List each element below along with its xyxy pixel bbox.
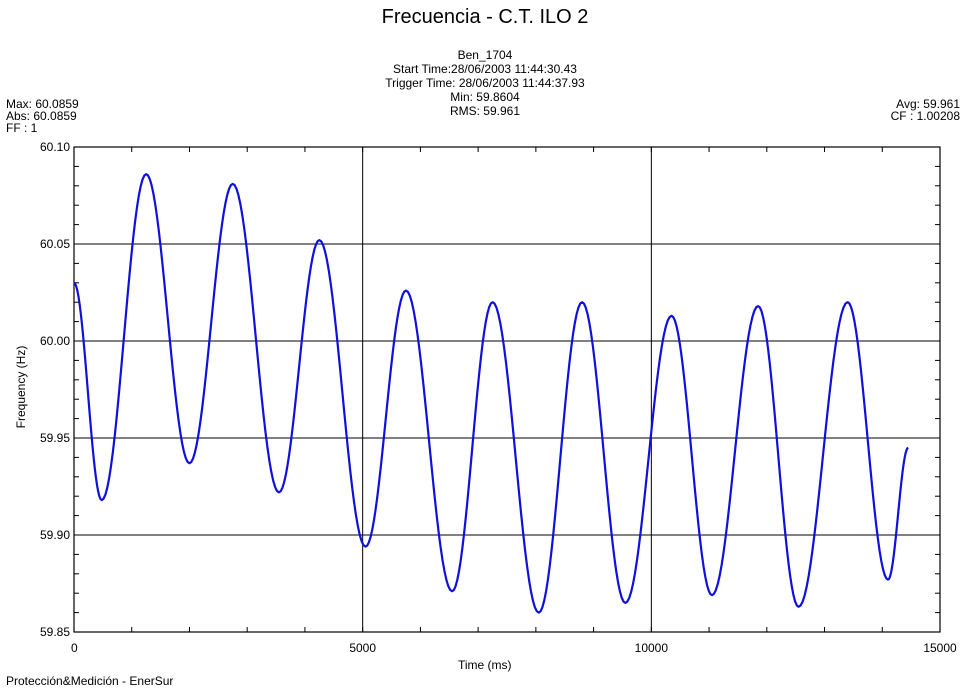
y-tick-label: 59.95 xyxy=(40,431,70,445)
stat-abs: Abs: 60.0859 xyxy=(6,109,77,123)
y-axis-label: Frequency (Hz) xyxy=(14,345,28,429)
y-tick-label: 59.85 xyxy=(40,625,70,639)
stat-cf: CF : 1.00208 xyxy=(890,109,960,123)
series-line-0 xyxy=(73,173,909,614)
x-tick-label: 0 xyxy=(71,641,78,655)
x-tick-label: 10000 xyxy=(635,641,669,655)
y-tick-label: 60.05 xyxy=(40,237,70,251)
stat-rms: RMS: 59.961 xyxy=(449,104,521,118)
plot-frame xyxy=(73,146,941,633)
y-tick-label: 59.90 xyxy=(40,528,70,542)
chart-title: Frecuencia - C.T. ILO 2 xyxy=(381,6,589,28)
x-axis-label: Time (ms) xyxy=(458,658,512,672)
stat-min: Min: 59.8604 xyxy=(450,90,520,104)
stat-ff: FF : 1 xyxy=(6,121,38,135)
trigger-time: Trigger Time: 28/06/2003 11:44:37.93 xyxy=(385,76,585,90)
y-tick-label: 60.00 xyxy=(40,334,70,348)
record-name: Ben_1704 xyxy=(457,48,513,62)
stat-max: Max: 60.0859 xyxy=(6,97,79,111)
y-tick-label: 60.10 xyxy=(40,140,70,154)
footer-credit: Protección&Medición - EnerSur xyxy=(6,674,174,688)
x-tick-label: 5000 xyxy=(349,641,376,655)
x-tick-label: 15000 xyxy=(923,641,957,655)
stat-avg: Avg: 59.961 xyxy=(896,97,960,111)
start-time: Start Time:28/06/2003 11:44:30.43 xyxy=(393,62,577,76)
